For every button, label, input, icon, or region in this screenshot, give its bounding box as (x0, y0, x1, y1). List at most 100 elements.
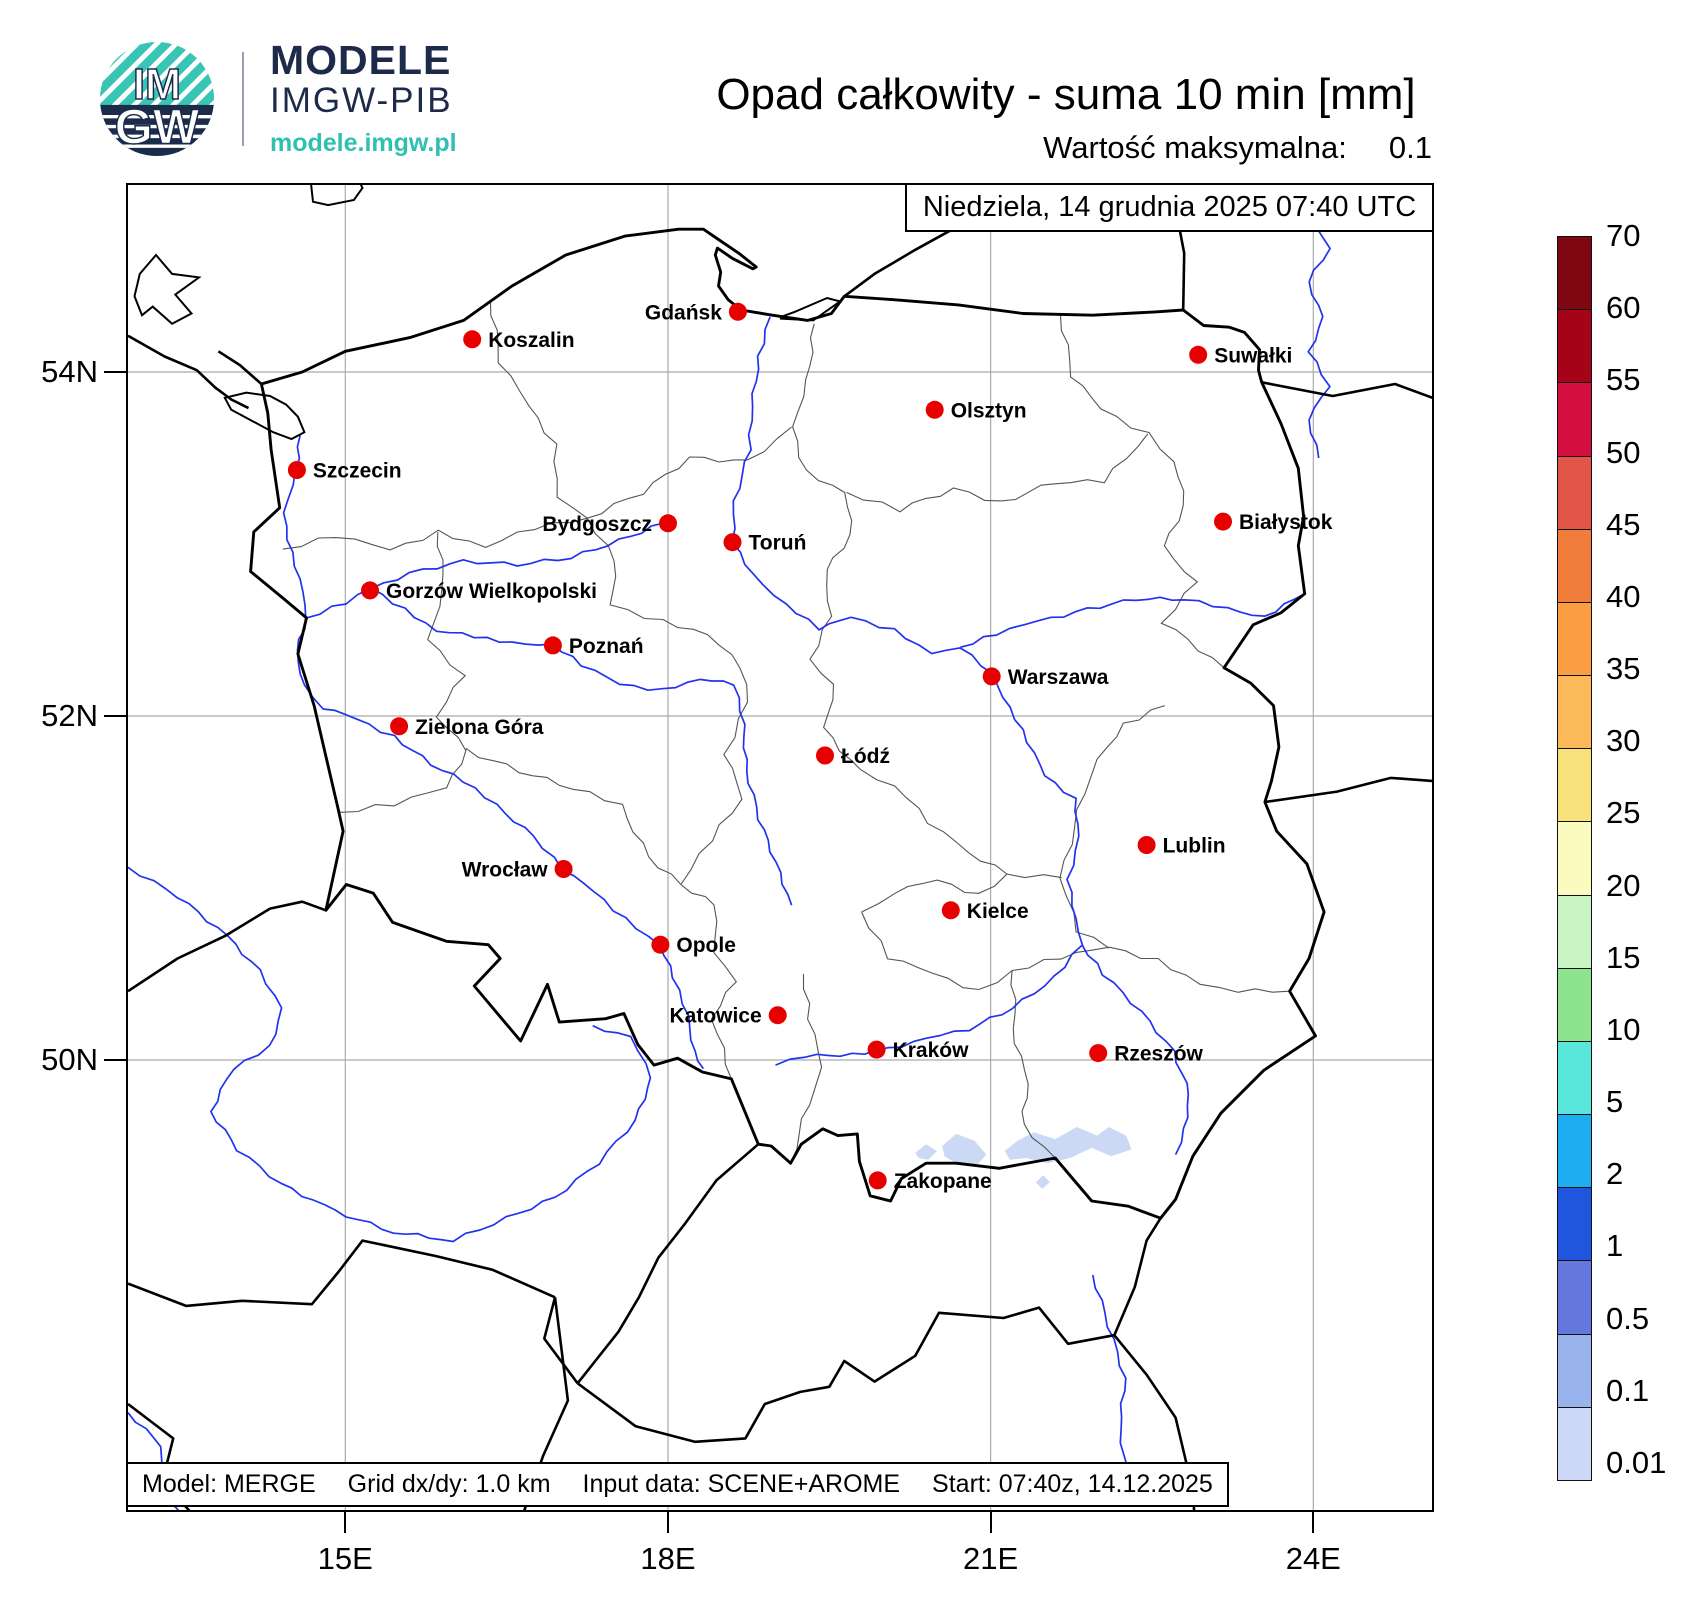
x-tick-label: 24E (1285, 1541, 1341, 1576)
colorbar-segment (1558, 967, 1591, 1041)
city-dot (1137, 836, 1156, 854)
colorbar-segment (1558, 455, 1591, 529)
voivodeship-border (586, 517, 749, 703)
city-label: Koszalin (488, 329, 574, 352)
coastline-shape (310, 185, 364, 207)
logo-text-gw: GW (115, 99, 200, 154)
colorbar-legend (1557, 236, 1592, 1481)
city-label: Lublin (1163, 835, 1226, 858)
logo-text-block: MODELE IMGW-PIB modele.imgw.pl (270, 40, 457, 157)
voivodeship-border (1012, 946, 1290, 993)
x-tick (344, 1510, 347, 1533)
coastline-shape (223, 391, 306, 441)
voivodeship-border (861, 911, 1013, 991)
voivodeship-border (587, 426, 792, 519)
city-label: Kielce (967, 900, 1029, 923)
colorbar-value-label: 20 (1606, 867, 1641, 903)
city-dot (925, 400, 944, 419)
river (960, 593, 1306, 649)
colorbar-segment (1558, 1260, 1591, 1334)
colorbar-segment (1558, 748, 1591, 822)
imgw-logo-block: IM GW MODELE IMGW-PIB modele.imgw.pl (98, 40, 457, 158)
country-border (542, 1296, 579, 1385)
voivodeship-border (680, 701, 748, 885)
colorbar-segment (1558, 1333, 1591, 1407)
colorbar-value-label: 0.1 (1606, 1372, 1650, 1408)
colorbar-value-label: 2 (1606, 1156, 1624, 1192)
city-dot (659, 514, 677, 533)
city-label: Suwałki (1214, 344, 1292, 367)
logo-separator (242, 52, 244, 146)
x-tick-label: 21E (963, 1541, 1019, 1576)
river (370, 522, 663, 590)
max-value-label: Wartość maksymalna: (1043, 130, 1347, 165)
brand-subname: IMGW-PIB (270, 81, 453, 121)
input-data-info: Input data: SCENE+AROME (582, 1470, 901, 1498)
x-tick (1312, 1510, 1315, 1533)
city-label: Zielona Góra (415, 716, 544, 739)
colorbar-value-label: 25 (1606, 795, 1641, 831)
city-dot (728, 302, 747, 321)
city-label: Łódź (841, 745, 890, 768)
voivodeship-border (427, 531, 467, 751)
voivodeship-border (1010, 970, 1056, 1159)
precip-patch (1004, 1127, 1132, 1164)
colorbar-value-label: 5 (1606, 1084, 1624, 1120)
poland-border (249, 227, 1326, 1220)
voivodeship-border (861, 873, 1008, 913)
city-label: Kraków (893, 1039, 970, 1062)
colorbar-segment (1558, 1040, 1591, 1115)
city-label: Białystok (1239, 511, 1333, 534)
colorbar-value-label: 40 (1606, 578, 1641, 614)
poland-precipitation-map: Koszalin Gdańsk Suwałki Olsztyn Szczecin Bydg… (128, 185, 1432, 1510)
voivodeship-border (489, 299, 588, 519)
colorbar-value-label: 0.01 (1606, 1445, 1667, 1480)
city-dot (723, 533, 742, 552)
colorbar-segment (1558, 1114, 1591, 1188)
river (1081, 944, 1190, 1155)
country-border (1264, 776, 1432, 804)
voivodeship-border (1059, 315, 1225, 669)
city-label: Warszawa (1008, 666, 1109, 689)
city-label: Gdańsk (645, 301, 722, 324)
colorbar-segment (1558, 601, 1591, 676)
voivodeship-border (809, 658, 1062, 879)
colorbar-value-label: 1 (1606, 1228, 1624, 1264)
city-label: Gorzów Wielkopolski (386, 580, 597, 603)
colorbar-segment (1558, 382, 1591, 456)
colorbar-segment (1558, 237, 1591, 310)
grid-info: Grid dx/dy: 1.0 km (347, 1470, 551, 1498)
x-tick-label: 15E (317, 1541, 373, 1576)
city-label: Szczecin (313, 460, 402, 483)
colorbar-segment (1558, 528, 1591, 602)
country-border (576, 1306, 1115, 1444)
river (306, 587, 793, 906)
colorbar-value-label: 70 (1606, 218, 1641, 253)
city-dot (982, 667, 1001, 686)
city-dot (390, 717, 409, 736)
imgw-logo-icon: IM GW (99, 41, 215, 157)
voivodeship-border (846, 433, 1149, 513)
city-dot (543, 636, 562, 655)
x-tick (989, 1510, 992, 1533)
city-label: Opole (676, 934, 736, 957)
city-dot (361, 581, 379, 600)
x-tick (666, 1510, 669, 1533)
map-area: Koszalin Gdańsk Suwałki Olsztyn Szczecin Bydg… (126, 183, 1434, 1512)
country-border (217, 350, 263, 385)
logo-text-im: IM (133, 61, 181, 109)
colorbar-segment (1558, 1187, 1591, 1261)
colorbar-value-label: 10 (1606, 1011, 1641, 1047)
colorbar-value-label: 15 (1606, 939, 1641, 975)
voivodeship-border (1059, 705, 1166, 949)
y-tick (104, 1058, 126, 1061)
y-tick-label: 50N (41, 1041, 98, 1077)
colorbar-segment (1558, 675, 1591, 749)
precip-patch (1035, 1175, 1050, 1189)
city-dot (554, 860, 573, 878)
city-label: Toruń (749, 532, 807, 555)
river (730, 316, 1084, 1066)
city-dot (868, 1171, 887, 1190)
country-border (128, 334, 250, 410)
